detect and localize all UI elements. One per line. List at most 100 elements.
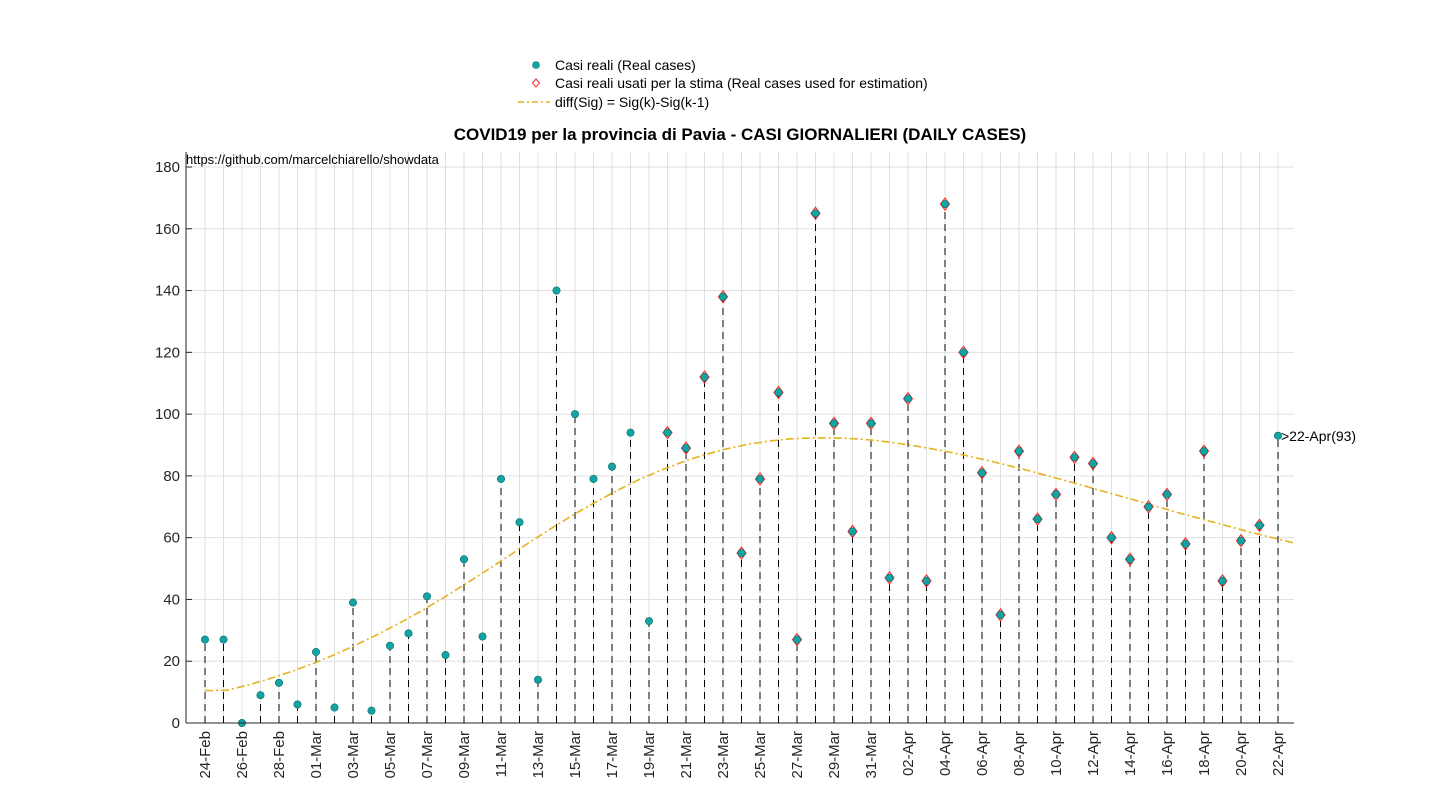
- x-tick-label: 07-Mar: [419, 731, 436, 779]
- data-point: [607, 462, 616, 471]
- data-point: [663, 428, 672, 437]
- data-point: [996, 610, 1005, 619]
- x-tick-label: 02-Apr: [900, 731, 917, 776]
- x-tick-label: 12-Apr: [1085, 731, 1102, 776]
- legend-label-estimation: Casi reali usati per la stima (Real case…: [555, 75, 928, 91]
- x-tick-label: 23-Mar: [715, 731, 732, 779]
- data-point: [848, 527, 857, 536]
- data-point: [1218, 576, 1227, 585]
- x-tick-label: 05-Mar: [382, 731, 399, 779]
- x-tick-label: 28-Feb: [271, 731, 288, 779]
- x-tick-label: 11-Mar: [493, 731, 510, 777]
- data-point: [311, 647, 320, 656]
- data-point: [903, 394, 912, 403]
- y-tick-label: 60: [163, 530, 180, 547]
- data-point: [811, 209, 820, 218]
- data-point: [755, 474, 764, 483]
- data-point: [829, 419, 838, 428]
- data-point: [293, 700, 302, 709]
- x-tick-label: 17-Mar: [604, 731, 621, 779]
- data-point: [1163, 490, 1172, 499]
- x-tick-label: 27-Mar: [789, 731, 806, 779]
- data-point: [201, 635, 210, 644]
- end-value-label: >22-Apr(93): [1281, 428, 1356, 444]
- data-point: [1181, 539, 1190, 548]
- data-point: [219, 635, 228, 644]
- data-point: [922, 576, 931, 585]
- data-point: [1033, 515, 1042, 524]
- data-point: [774, 388, 783, 397]
- data-point: [866, 419, 875, 428]
- data-point: [1144, 502, 1153, 511]
- legend-label-real-cases: Casi reali (Real cases): [555, 57, 696, 73]
- data-point: [1070, 453, 1079, 462]
- data-point: [885, 573, 894, 582]
- data-point: [459, 555, 468, 564]
- data-point: [1237, 536, 1246, 545]
- data-point: [626, 428, 635, 437]
- data-point: [422, 592, 431, 601]
- data-point: [644, 617, 653, 626]
- x-tick-label: 19-Mar: [641, 731, 658, 779]
- x-tick-label: 18-Apr: [1196, 731, 1213, 776]
- data-point: [1255, 521, 1264, 530]
- data-point: [533, 675, 542, 684]
- data-point: [570, 410, 579, 419]
- y-tick-label: 40: [163, 591, 180, 608]
- x-tick-labels: 24-Feb 26-Feb 28-Feb 01-Mar 03-Mar 05-Mar 07-M…: [197, 731, 1287, 779]
- y-tick-label: 140: [155, 283, 180, 300]
- data-point: [1126, 555, 1135, 564]
- x-tick-label: 16-Apr: [1159, 731, 1176, 776]
- y-tick-label: 120: [155, 344, 180, 361]
- data-point: [1200, 447, 1209, 456]
- data-point: [1014, 447, 1023, 456]
- x-tick-label: 26-Feb: [234, 731, 251, 779]
- legend-marker-estimation: [531, 78, 541, 88]
- data-point: [1052, 490, 1061, 499]
- axes: [185, 152, 1294, 724]
- data-point: [552, 286, 561, 295]
- x-tick-label: 04-Apr: [937, 731, 954, 776]
- x-tick-label: 25-Mar: [752, 731, 769, 779]
- data-point: [330, 703, 339, 712]
- y-tick-label: 80: [163, 468, 180, 485]
- x-tick-label: 08-Apr: [1011, 731, 1028, 776]
- y-tick-label: 0: [172, 715, 180, 732]
- data-markers: [201, 197, 1283, 727]
- source-annotation: https://github.com/marcelchiarello/showd…: [186, 152, 440, 167]
- y-tick-label: 20: [163, 653, 180, 670]
- x-tick-label: 21-Mar: [678, 731, 695, 779]
- x-tick-label: 22-Apr: [1270, 731, 1287, 776]
- x-tick-label: 31-Mar: [863, 731, 880, 779]
- x-tick-label: 29-Mar: [826, 731, 843, 779]
- x-tick-label: 13-Mar: [530, 731, 547, 779]
- data-point: [441, 651, 450, 660]
- data-point: [959, 348, 968, 357]
- legend-marker-real-cases: [532, 61, 540, 69]
- data-point: [737, 549, 746, 558]
- data-point: [940, 200, 949, 209]
- data-point: [496, 474, 505, 483]
- data-point: [404, 629, 413, 638]
- data-point: [681, 444, 690, 453]
- legend: Casi reali (Real cases) Casi reali usati…: [512, 54, 968, 116]
- data-point: [348, 598, 357, 607]
- chart-title: COVID19 per la provincia di Pavia - CASI…: [454, 125, 1026, 144]
- x-tick-label: 06-Apr: [974, 731, 991, 776]
- grid-lines: [186, 152, 1294, 724]
- x-tick-label: 03-Mar: [345, 731, 362, 779]
- data-point: [367, 706, 376, 715]
- y-tick-label: 180: [155, 159, 180, 176]
- data-point: [977, 468, 986, 477]
- data-point: [1274, 431, 1283, 440]
- x-tick-label: 10-Apr: [1048, 731, 1065, 776]
- data-point: [1089, 459, 1098, 468]
- data-point: [1107, 533, 1116, 542]
- data-point: [385, 641, 394, 650]
- data-point: [589, 474, 598, 483]
- x-tick-label: 24-Feb: [197, 731, 214, 779]
- data-point: [274, 678, 283, 687]
- x-tick-label: 15-Mar: [567, 731, 584, 779]
